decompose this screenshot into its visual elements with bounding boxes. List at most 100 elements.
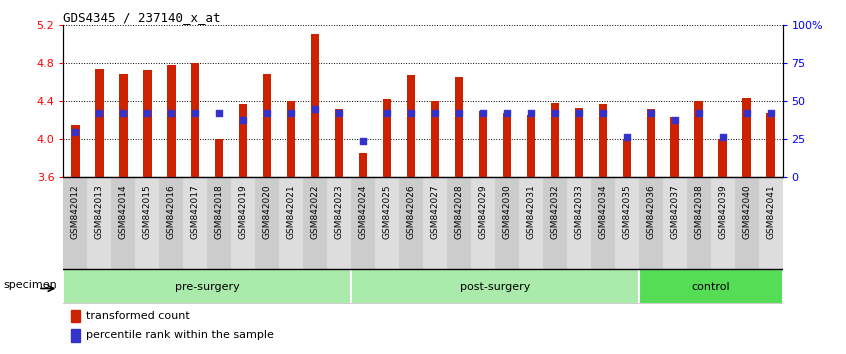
Point — [261, 110, 274, 116]
Bar — [567, 177, 591, 269]
Bar — [423, 177, 447, 269]
Bar — [479, 112, 487, 177]
Bar — [734, 177, 759, 269]
Bar — [695, 101, 703, 177]
Bar — [239, 104, 247, 177]
Bar — [87, 177, 112, 269]
Point — [140, 110, 154, 116]
Bar — [311, 34, 319, 177]
Bar — [574, 108, 583, 177]
Text: GSM842014: GSM842014 — [119, 184, 128, 239]
Text: GSM842040: GSM842040 — [742, 184, 751, 239]
Text: GSM842022: GSM842022 — [310, 184, 320, 239]
Bar — [519, 177, 543, 269]
Bar — [119, 74, 128, 177]
Bar — [375, 177, 399, 269]
Point — [572, 110, 585, 116]
Bar — [215, 139, 223, 177]
Point — [644, 110, 657, 116]
Point — [380, 110, 393, 116]
Text: GSM842034: GSM842034 — [598, 184, 607, 239]
Point — [476, 110, 490, 116]
Text: pre-surgery: pre-surgery — [175, 282, 239, 292]
Bar — [112, 177, 135, 269]
Bar — [71, 125, 80, 177]
Bar — [766, 113, 775, 177]
Point — [117, 110, 130, 116]
Text: GSM842026: GSM842026 — [407, 184, 415, 239]
Bar — [327, 177, 351, 269]
Point — [548, 110, 562, 116]
Text: GSM842025: GSM842025 — [382, 184, 392, 239]
Point — [739, 110, 753, 116]
Bar — [527, 115, 535, 177]
Text: GDS4345 / 237140_x_at: GDS4345 / 237140_x_at — [63, 11, 221, 24]
Bar — [263, 74, 272, 177]
Bar — [191, 63, 200, 177]
Text: GSM842038: GSM842038 — [695, 184, 703, 239]
Point — [69, 130, 82, 135]
Bar — [168, 65, 175, 177]
Text: GSM842036: GSM842036 — [646, 184, 655, 239]
Bar — [335, 108, 343, 177]
Bar — [70, 309, 80, 322]
Text: GSM842028: GSM842028 — [454, 184, 464, 239]
Bar — [351, 269, 639, 304]
Point — [452, 110, 465, 116]
Bar — [287, 101, 295, 177]
Point — [667, 117, 681, 123]
Text: GSM842023: GSM842023 — [335, 184, 343, 239]
Text: percentile rank within the sample: percentile rank within the sample — [85, 330, 273, 341]
Point — [428, 110, 442, 116]
Text: GSM842039: GSM842039 — [718, 184, 727, 239]
Bar — [615, 177, 639, 269]
Text: GSM842032: GSM842032 — [551, 184, 559, 239]
Bar — [503, 113, 511, 177]
Bar — [207, 177, 231, 269]
Bar — [671, 117, 678, 177]
Point — [716, 134, 729, 140]
Text: GSM842031: GSM842031 — [526, 184, 536, 239]
Point — [620, 134, 634, 140]
Text: GSM842021: GSM842021 — [287, 184, 295, 239]
Bar — [63, 177, 87, 269]
Text: transformed count: transformed count — [85, 311, 190, 321]
Text: GSM842017: GSM842017 — [191, 184, 200, 239]
Text: control: control — [691, 282, 730, 292]
Point — [284, 110, 298, 116]
Point — [164, 110, 178, 116]
Bar — [447, 177, 471, 269]
Bar — [383, 99, 391, 177]
Bar — [135, 177, 159, 269]
Text: GSM842033: GSM842033 — [574, 184, 583, 239]
Bar — [551, 103, 559, 177]
Bar — [96, 69, 103, 177]
Bar — [279, 177, 303, 269]
Bar — [639, 269, 783, 304]
Bar — [495, 177, 519, 269]
Text: GSM842037: GSM842037 — [670, 184, 679, 239]
Text: specimen: specimen — [3, 280, 57, 290]
Text: GSM842019: GSM842019 — [239, 184, 248, 239]
Point — [236, 117, 250, 123]
Bar — [687, 177, 711, 269]
Bar — [639, 177, 662, 269]
Text: GSM842027: GSM842027 — [431, 184, 439, 239]
Text: GSM842020: GSM842020 — [263, 184, 272, 239]
Bar — [662, 177, 687, 269]
Point — [596, 110, 609, 116]
Text: post-surgery: post-surgery — [459, 282, 530, 292]
Bar — [184, 177, 207, 269]
Bar — [63, 269, 351, 304]
Point — [500, 110, 514, 116]
Text: GSM842024: GSM842024 — [359, 184, 367, 239]
Point — [692, 110, 706, 116]
Point — [524, 110, 537, 116]
Bar — [711, 177, 734, 269]
Bar — [743, 98, 750, 177]
Text: GSM842016: GSM842016 — [167, 184, 176, 239]
Point — [404, 110, 418, 116]
Bar — [599, 104, 607, 177]
Point — [189, 110, 202, 116]
Bar — [359, 153, 367, 177]
